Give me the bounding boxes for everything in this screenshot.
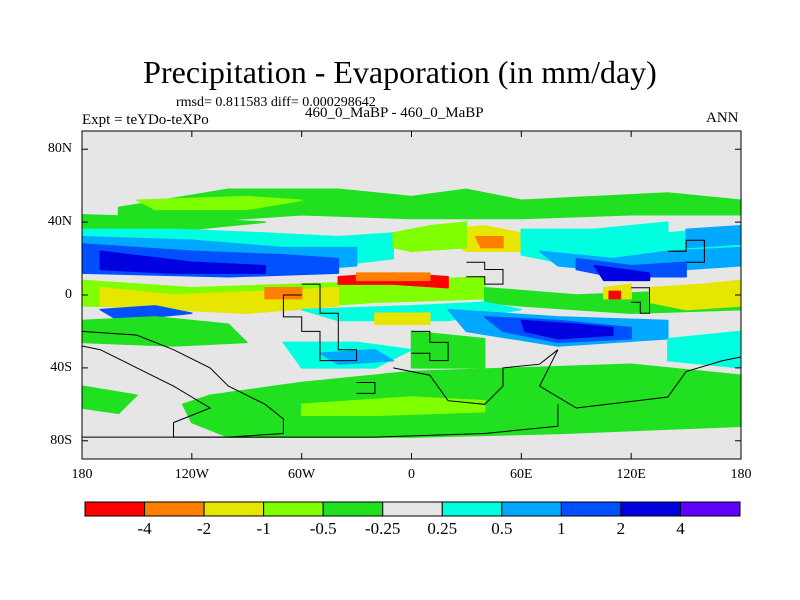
x-tick-label: 180 xyxy=(71,467,93,482)
x-tick-label: 60W xyxy=(288,467,316,482)
continent-outlines xyxy=(82,239,741,438)
contour-region xyxy=(685,225,741,249)
rmsd-diff-stats: rmsd= 0.811583 diff= 0.000298642 xyxy=(176,95,376,110)
coastline xyxy=(667,239,705,263)
contour-region xyxy=(608,290,621,300)
x-tick-label: 0 xyxy=(408,467,415,482)
contour-region xyxy=(520,319,614,340)
colorbar-level-label: 0.5 xyxy=(491,519,513,538)
colorbar-level-label: -0.5 xyxy=(309,519,337,538)
contour-field xyxy=(82,131,741,459)
contour-region xyxy=(99,250,266,274)
colorbar-swatch xyxy=(144,501,205,517)
colorbar-swatch xyxy=(501,501,562,517)
contour-region xyxy=(392,221,468,253)
colorbar-level-label: -2 xyxy=(196,519,212,538)
coastline xyxy=(393,349,741,409)
coastline xyxy=(466,261,504,285)
coastline xyxy=(82,404,559,438)
colorbar-swatch xyxy=(322,501,384,517)
coastline xyxy=(356,382,376,394)
contour-region xyxy=(82,214,266,231)
colorbar-level-label: 2 xyxy=(616,519,626,538)
contour-region xyxy=(82,316,248,347)
colorbar-level-label: 4 xyxy=(676,519,685,538)
coastline xyxy=(82,330,284,438)
colorbar-level-label: -0.25 xyxy=(365,519,401,538)
y-tick-label: 80N xyxy=(47,141,72,157)
contour-region xyxy=(264,286,303,300)
colorbar-swatch xyxy=(382,501,443,517)
x-tick-label: 180 xyxy=(730,467,752,482)
contour-region xyxy=(593,265,651,282)
chart-title: Precipitation - Evaporation (in mm/day) xyxy=(143,54,657,90)
coastline xyxy=(282,283,358,362)
case-label: 460_0_MaBP - 460_0_MaBP xyxy=(305,105,484,121)
y-tick-label: 0 xyxy=(65,287,72,302)
colorbar-swatch xyxy=(620,501,681,517)
contour-region xyxy=(300,396,486,417)
contour-region xyxy=(117,188,741,223)
y-tick-label: 80S xyxy=(50,432,72,448)
y-tick-label: 40N xyxy=(47,214,72,230)
colorbar-swatch xyxy=(84,501,146,517)
contour-region xyxy=(136,195,303,211)
x-tick-label: 60E xyxy=(510,467,533,482)
experiment-label: Expt = teYDo-teXPo xyxy=(82,112,209,128)
colorbar-level-label: -4 xyxy=(137,519,152,538)
colorbar-level-label: 1 xyxy=(557,519,566,538)
colorbar-swatch xyxy=(441,501,503,517)
y-tick-label: 40S xyxy=(50,359,72,375)
contour-region xyxy=(82,385,138,415)
coastline xyxy=(411,330,449,362)
contour-region xyxy=(667,330,741,369)
contour-region xyxy=(520,221,669,245)
x-tick-label: 120W xyxy=(174,467,209,482)
axis-ticks xyxy=(81,131,742,459)
colorbar xyxy=(84,501,741,517)
contour-region xyxy=(355,272,431,282)
coastline xyxy=(631,287,650,314)
colorbar-swatch xyxy=(203,501,265,517)
colorbar-swatch xyxy=(679,501,741,517)
contour-region xyxy=(374,312,431,325)
colorbar-level-label: 0.25 xyxy=(427,519,458,538)
colorbar-swatch xyxy=(263,501,324,517)
contour-region xyxy=(99,305,193,322)
season-label: ANN xyxy=(706,110,739,126)
x-tick-label: 120E xyxy=(616,467,646,482)
colorbar-level-label: -1 xyxy=(256,519,271,538)
contour-region xyxy=(474,235,504,249)
colorbar-swatch xyxy=(560,501,622,517)
